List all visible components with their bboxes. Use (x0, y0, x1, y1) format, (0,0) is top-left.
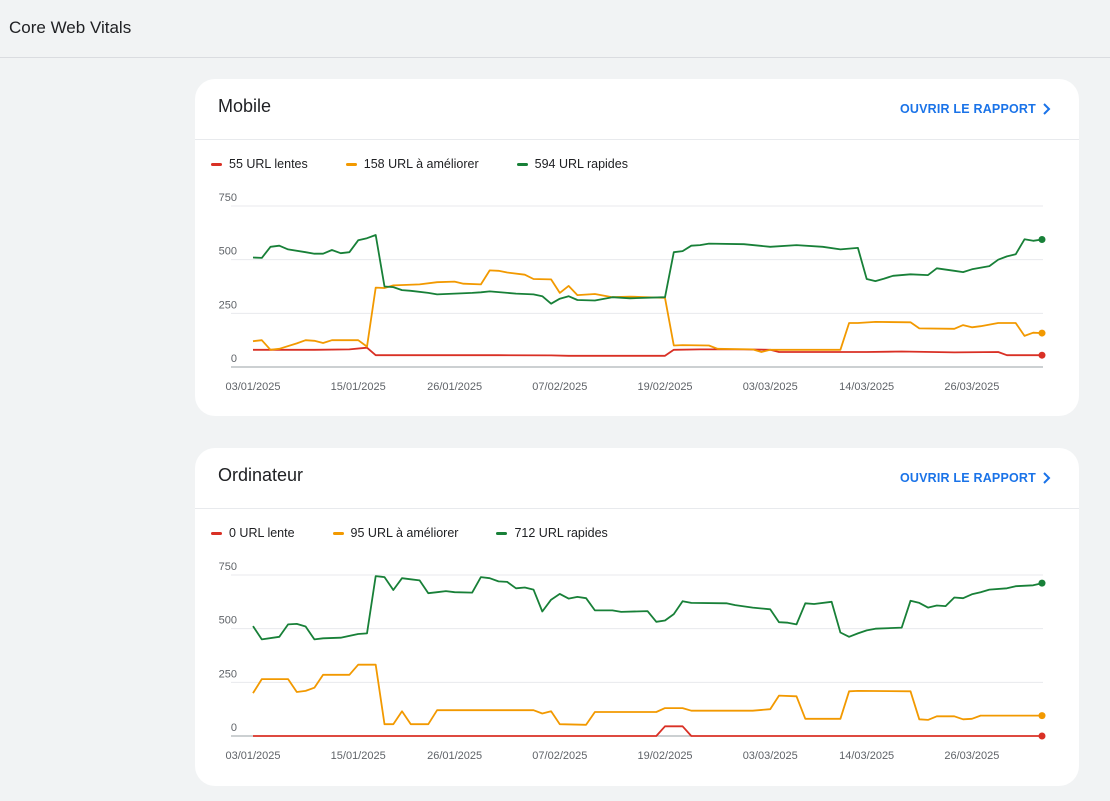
legend-item-slow[interactable]: 55 URL lentes (211, 157, 308, 171)
series-line-2 (252, 234, 1043, 305)
card-title-desktop: Ordinateur (218, 465, 304, 485)
card-header: Mobile OUVRIR LE RAPPORT (195, 79, 1079, 140)
series-end-point-2 (1038, 579, 1046, 587)
x-tick-label: 26/01/2025 (427, 381, 482, 393)
x-tick-label: 15/01/2025 (331, 381, 386, 393)
card-header: Ordinateur OUVRIR LE RAPPORT (195, 448, 1079, 509)
legend-swatch-slow (211, 162, 222, 166)
chart-legend-desktop: 0 URL lente 95 URL à améliorer 712 URL r… (211, 526, 646, 540)
x-tick-label: 03/01/2025 (225, 381, 280, 393)
page-header: Core Web Vitals (0, 0, 1110, 58)
series-end-point-2 (1038, 235, 1046, 243)
legend-label-fast: 594 URL rapides (534, 157, 628, 171)
legend-item-slow[interactable]: 0 URL lente (211, 526, 295, 540)
series-end-point-0 (1038, 732, 1046, 740)
line-chart-desktop[interactable]: 0 250 500 750 03/01/2025 15/01/2025 26/01/2025… (195, 448, 1079, 786)
x-tick-label: 03/03/2025 (743, 381, 798, 393)
x-tick-label: 14/03/2025 (839, 750, 894, 762)
legend-swatch-slow (211, 531, 222, 535)
x-tick-label: 26/03/2025 (944, 750, 999, 762)
legend-label-improve: 158 URL à améliorer (363, 157, 479, 171)
x-tick-label: 07/02/2025 (532, 750, 587, 762)
desktop-card: Ordinateur OUVRIR LE RAPPORT 0 URL lente… (195, 448, 1079, 786)
legend-swatch-improve (332, 531, 344, 535)
open-report-label: OUVRIR LE RAPPORT (899, 102, 1036, 116)
x-tick-label: 26/03/2025 (944, 381, 999, 393)
legend-label-improve: 95 URL à améliorer (350, 526, 459, 540)
legend-swatch-fast (516, 162, 528, 166)
mobile-card: Mobile OUVRIR LE RAPPORT 55 URL lentes 1… (195, 79, 1079, 416)
y-tick-label: 750 (219, 192, 237, 204)
series-end-point-1 (1038, 329, 1046, 337)
chevron-right-icon (1043, 472, 1051, 484)
card-title-mobile: Mobile (218, 96, 272, 116)
page-title: Core Web Vitals (9, 18, 132, 37)
y-tick-label: 500 (219, 615, 237, 627)
x-tick-label: 03/01/2025 (225, 750, 280, 762)
legend-swatch-fast (496, 531, 508, 535)
y-tick-label: 500 (219, 246, 237, 258)
line-chart-mobile[interactable]: 0 250 500 750 03/01/2025 15/01/2025 26/01/2025… (195, 79, 1079, 416)
chart-legend-mobile: 55 URL lentes 158 URL à améliorer 594 UR… (211, 157, 666, 171)
series-line-1 (252, 663, 1042, 726)
y-tick-label: 250 (219, 668, 237, 680)
legend-label-slow: 55 URL lentes (229, 157, 308, 171)
chevron-right-icon (1043, 103, 1051, 115)
legend-swatch-improve (345, 162, 357, 166)
x-tick-label: 19/02/2025 (638, 381, 693, 393)
series-line-1 (252, 269, 1043, 353)
x-tick-label: 19/02/2025 (638, 750, 693, 762)
x-tick-label: 07/02/2025 (532, 381, 587, 393)
legend-item-improve[interactable]: 95 URL à améliorer (332, 526, 459, 540)
y-tick-label: 750 (219, 561, 237, 573)
x-tick-label: 14/03/2025 (839, 381, 894, 393)
series-end-point-0 (1038, 351, 1046, 359)
series-line-0 (253, 346, 1042, 357)
series-line-2 (252, 575, 1043, 641)
x-tick-label: 26/01/2025 (427, 750, 482, 762)
open-report-link-desktop[interactable]: OUVRIR LE RAPPORT (900, 471, 1051, 485)
open-report-link-mobile[interactable]: OUVRIR LE RAPPORT (900, 102, 1051, 116)
y-tick-label: 0 (231, 353, 237, 365)
legend-label-fast: 712 URL rapides (514, 526, 608, 540)
legend-item-fast[interactable]: 594 URL rapides (516, 157, 628, 171)
legend-label-slow: 0 URL lente (229, 526, 295, 540)
legend-item-improve[interactable]: 158 URL à améliorer (345, 157, 479, 171)
series-end-point-1 (1038, 712, 1046, 720)
y-tick-label: 250 (219, 299, 237, 311)
x-tick-label: 15/01/2025 (331, 750, 386, 762)
y-tick-label: 0 (231, 722, 237, 734)
series-line-0 (253, 725, 1042, 737)
x-tick-label: 03/03/2025 (743, 750, 798, 762)
legend-item-fast[interactable]: 712 URL rapides (496, 526, 608, 540)
open-report-label: OUVRIR LE RAPPORT (899, 471, 1036, 485)
